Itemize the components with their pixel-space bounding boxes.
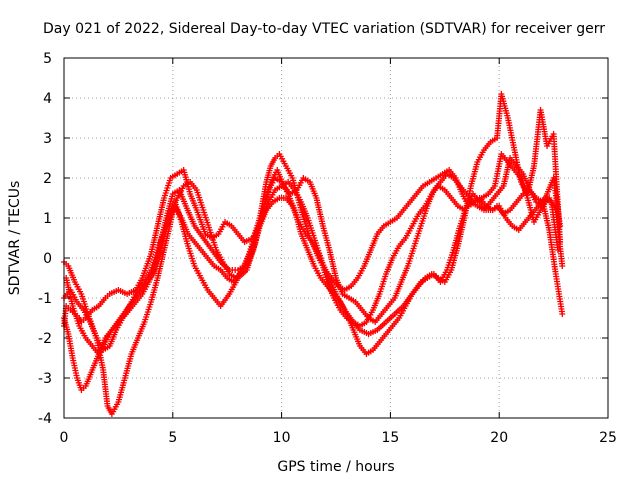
y-tick-label: -4 [38,411,52,427]
y-tick-label: -2 [38,331,52,347]
data-point [559,263,566,269]
y-tick-label: -1 [38,291,52,307]
x-tick-labels: 0 5 10 15 20 25 [60,430,617,446]
y-axis-label: SDTVAR / TECUs [7,181,23,296]
axis-ticks [63,57,609,419]
x-tick-label: 20 [490,430,508,446]
y-tick-label: 5 [43,51,52,67]
x-axis-label: GPS time / hours [277,459,394,475]
series-3 [61,91,564,417]
x-tick-label: 5 [168,430,177,446]
chart-title: Day 021 of 2022, Sidereal Day-to-day VTE… [43,21,605,37]
data-series [61,91,566,417]
series-4 [61,151,564,353]
x-tick-label: 25 [599,430,617,446]
x-tick-label: 15 [381,430,399,446]
grid [64,58,608,418]
x-tick-label: 0 [60,430,69,446]
series-1 [61,151,566,337]
series-5 [63,155,566,357]
y-tick-labels: -4 -3 -2 -1 0 1 2 3 4 5 [38,51,52,427]
y-tick-label: 1 [43,211,52,227]
x-tick-label: 10 [273,430,291,446]
plot-frame [63,57,609,419]
series-2 [61,167,561,393]
y-tick-label: 4 [43,91,52,107]
y-tick-label: 2 [43,171,52,187]
y-tick-label: 3 [43,131,52,147]
data-point [559,311,566,317]
y-tick-label: 0 [43,251,52,267]
y-tick-label: -3 [38,371,52,387]
